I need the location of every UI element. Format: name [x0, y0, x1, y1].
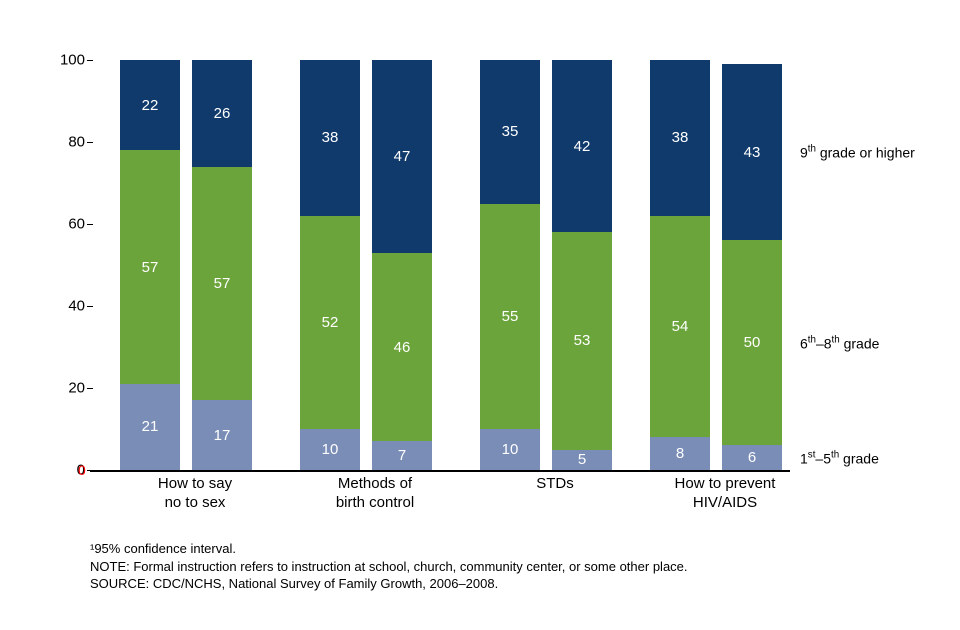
y-tick-label: 80 [50, 134, 85, 151]
bar-segment: 8 [650, 437, 710, 470]
legend-label: 6th–8th grade [800, 335, 879, 352]
bar-group: 10523874647 [300, 60, 450, 470]
bar-segment: 38 [650, 60, 710, 216]
bar-segment: 22 [120, 60, 180, 150]
footnote-line: ¹95% confidence interval. [90, 540, 688, 558]
y-tick-mark [87, 470, 93, 471]
bar-segment: 47 [372, 60, 432, 253]
bar-segment: 53 [552, 232, 612, 449]
stacked-bar: 215722 [120, 60, 180, 470]
y-tick-mark [87, 142, 93, 143]
bar-segment: 26 [192, 60, 252, 167]
stacked-bar: 74647 [372, 60, 432, 470]
y-tick-mark [87, 306, 93, 307]
bar-segment: 43 [722, 64, 782, 240]
y-tick-label: 100 [50, 52, 85, 69]
bar-segment: 7 [372, 441, 432, 470]
y-tick-label: 20 [50, 380, 85, 397]
bar-segment: 54 [650, 216, 710, 437]
bar-segment: 55 [480, 204, 540, 430]
y-tick-mark [87, 224, 93, 225]
stacked-bar: 85438 [650, 60, 710, 470]
y-tick-mark [87, 388, 93, 389]
zero-marker: 0 [78, 462, 86, 478]
bar-segment: 52 [300, 216, 360, 429]
bar-segment: 6 [722, 445, 782, 470]
bar-group: 10553555342 [480, 60, 630, 470]
bar-group: 215722175726 [120, 60, 270, 470]
y-tick-label: 40 [50, 298, 85, 315]
chart-page: 215722175726How to sayno to sex105238746… [0, 0, 960, 630]
bar-segment: 46 [372, 253, 432, 442]
legend-label: 9th grade or higher [800, 144, 915, 161]
stacked-bar: 65043 [722, 64, 782, 470]
footnote-line: NOTE: Formal instruction refers to instr… [90, 558, 688, 576]
group-label: Methods ofbirth control [300, 475, 450, 513]
stacked-bar: 175726 [192, 60, 252, 470]
stacked-bar: 105238 [300, 60, 360, 470]
legend-label: 1st–5th grade [800, 449, 879, 466]
bar-segment: 21 [120, 384, 180, 470]
footnote-line: SOURCE: CDC/NCHS, National Survey of Fam… [90, 575, 688, 593]
bar-segment: 10 [300, 429, 360, 470]
bar-segment: 5 [552, 450, 612, 471]
bar-segment: 50 [722, 240, 782, 445]
bar-segment: 38 [300, 60, 360, 216]
y-tick-label: 60 [50, 216, 85, 233]
bar-segment: 35 [480, 60, 540, 204]
stacked-bar: 55342 [552, 60, 612, 470]
y-tick-mark [87, 60, 93, 61]
group-label: How to preventHIV/AIDS [650, 475, 800, 513]
bar-segment: 17 [192, 400, 252, 470]
bar-group: 8543865043 [650, 60, 800, 470]
group-label: How to sayno to sex [120, 475, 270, 513]
bar-segment: 42 [552, 60, 612, 232]
plot-area: 215722175726How to sayno to sex105238746… [90, 60, 790, 472]
group-label: STDs [480, 475, 630, 494]
bar-segment: 57 [192, 167, 252, 401]
footnotes: ¹95% confidence interval.NOTE: Formal in… [90, 540, 688, 593]
bar-segment: 57 [120, 150, 180, 384]
bar-segment: 10 [480, 429, 540, 470]
stacked-bar: 105535 [480, 60, 540, 470]
